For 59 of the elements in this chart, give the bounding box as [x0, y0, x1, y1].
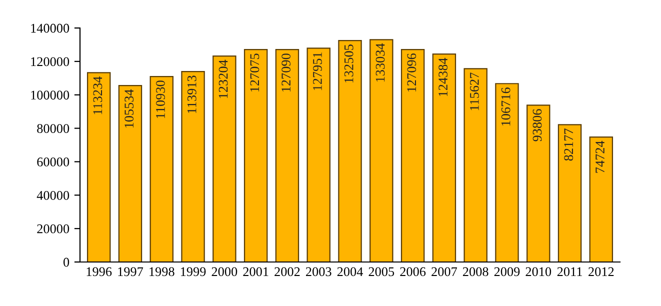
x-tick-label: 1996: [86, 267, 112, 276]
x-tick-label: 2010: [526, 267, 552, 276]
y-tick-label: 40000: [36, 190, 70, 200]
data-label: 113234: [93, 76, 102, 114]
data-label: 82177: [564, 128, 574, 161]
x-tick-label: 2000: [212, 267, 238, 276]
y-tick-label: 140000: [31, 24, 70, 33]
bar: [86, 72, 111, 262]
bar: [370, 39, 394, 262]
y-tick-label: 20000: [37, 224, 70, 234]
bar: [589, 136, 614, 262]
bar: [558, 124, 582, 262]
bar: [495, 83, 519, 262]
data-label: 113913: [187, 76, 196, 114]
bar: [275, 49, 300, 262]
data-label: 123204: [218, 60, 228, 98]
x-tick-label: 2007: [432, 267, 457, 276]
bar: [118, 85, 142, 262]
data-label: 124384: [438, 58, 448, 96]
data-label: 127090: [282, 54, 291, 92]
bar: [464, 68, 488, 262]
data-label: 133034: [376, 43, 385, 82]
y-tick-label: 120000: [31, 57, 70, 66]
data-label: 110930: [156, 80, 165, 118]
bar: [244, 49, 268, 262]
data-label: 74724: [596, 140, 604, 173]
x-tick-label: 2006: [400, 267, 426, 276]
bar: [306, 48, 330, 262]
data-label: 127096: [407, 53, 416, 92]
y-tick-label: 100000: [31, 90, 70, 100]
bar: [212, 56, 236, 262]
x-tick-label: 2002: [274, 267, 300, 276]
bar: [181, 71, 205, 262]
data-label: 127951: [313, 52, 322, 90]
x-tick-label: 2005: [368, 267, 394, 276]
data-label: 105534: [124, 89, 134, 128]
bar: [338, 40, 362, 262]
data-label: 115627: [470, 72, 479, 110]
data-label: 127075: [250, 54, 260, 92]
x-tick-label: 1999: [180, 267, 206, 276]
y-tick-label: 0: [63, 258, 70, 267]
data-label: 93806: [532, 109, 542, 142]
x-tick-label: 2001: [243, 267, 268, 276]
x-tick-label: 2003: [306, 267, 332, 276]
bar: [526, 104, 550, 262]
x-tick-label: 2012: [588, 267, 614, 276]
y-tick-label: 60000: [37, 158, 70, 166]
x-tick-label: 1997: [118, 267, 144, 276]
data-label: 106716: [501, 88, 510, 126]
x-tick-label: 1998: [150, 267, 174, 276]
bar: [150, 76, 174, 262]
x-tick-label: 2008: [462, 267, 488, 276]
bar: [432, 54, 456, 262]
data-label: 132505: [344, 44, 354, 82]
x-tick-label: 2009: [494, 267, 520, 276]
x-tick-label: 2004: [337, 267, 363, 276]
x-tick-label: 2011: [557, 267, 582, 276]
bar: [400, 49, 425, 262]
y-tick-label: 80000: [37, 124, 70, 133]
